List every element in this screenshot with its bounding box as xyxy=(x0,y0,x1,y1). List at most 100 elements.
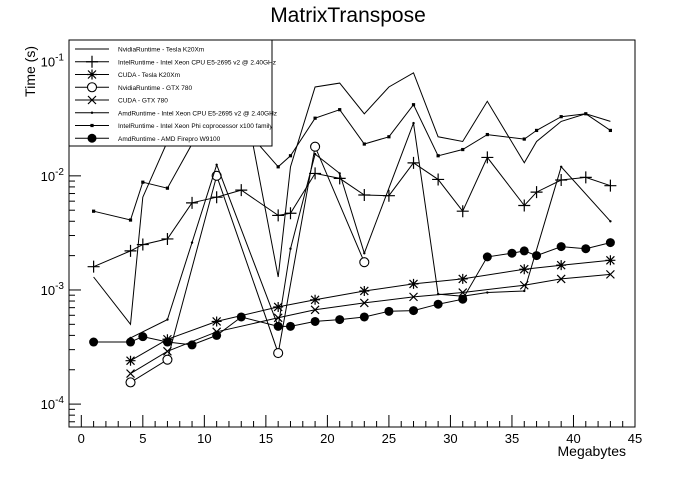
series-7-point-10 xyxy=(335,315,345,325)
series-line-6 xyxy=(93,103,611,221)
series-4-point-5 xyxy=(359,298,369,308)
legend-label-2: CUDA - Tesla K20Xm xyxy=(118,72,180,79)
chart-title: MatrixTranspose xyxy=(270,4,426,27)
series-3-point-1 xyxy=(162,354,173,365)
series-1-point-11 xyxy=(358,188,371,201)
series-5-point-12 xyxy=(486,291,489,294)
series-7-point-12 xyxy=(384,306,394,316)
series-7-point-4 xyxy=(187,340,197,350)
series-7-point-1 xyxy=(126,337,136,347)
series-4-point-0 xyxy=(126,369,135,379)
series-1-point-16 xyxy=(481,151,494,164)
series-6-point-7 xyxy=(276,165,280,169)
series-6-point-11 xyxy=(362,142,366,146)
series-5 xyxy=(129,121,612,340)
series-6-point-10 xyxy=(338,108,342,112)
series-1-point-0 xyxy=(87,260,100,273)
series-7-point-20 xyxy=(556,242,566,252)
series-6-point-17 xyxy=(522,137,526,141)
series-7-point-7 xyxy=(273,321,283,331)
x-tick-label: 0 xyxy=(78,431,85,446)
series-2-point-4 xyxy=(310,294,321,305)
series-7-point-0 xyxy=(89,337,99,347)
series-1 xyxy=(87,151,617,273)
series-4-point-1 xyxy=(163,346,172,356)
x-tick-label: 10 xyxy=(197,431,211,446)
legend-box xyxy=(68,39,273,147)
series-2 xyxy=(125,255,616,366)
legend-marker-2 xyxy=(87,69,97,80)
legend-marker-4 xyxy=(87,95,97,105)
series-7-point-9 xyxy=(310,316,320,326)
series-6-point-14 xyxy=(436,154,440,158)
series-1-point-12 xyxy=(382,189,395,202)
series-5-point-1 xyxy=(166,318,169,321)
x-tick-label: 15 xyxy=(259,431,273,446)
legend: NvidiaRuntime - Tesla K20Xm IntelRuntime … xyxy=(68,39,277,147)
series-7-point-5 xyxy=(212,330,222,340)
series-1-point-21 xyxy=(604,179,617,192)
series-6-point-21 xyxy=(608,128,612,133)
series-2-point-0 xyxy=(125,355,136,366)
legend-marker-3 xyxy=(86,82,98,93)
series-5-point-13 xyxy=(523,289,526,293)
series-1-point-14 xyxy=(432,173,445,186)
series-5-point-7 xyxy=(338,172,341,175)
series-7-point-18 xyxy=(519,246,529,256)
series-6-point-13 xyxy=(411,103,416,107)
series-6-point-19 xyxy=(559,115,563,119)
series-5-point-10 xyxy=(436,292,440,296)
x-tick-label: 25 xyxy=(382,431,396,446)
series-2-point-3 xyxy=(273,301,284,312)
series-5-point-5 xyxy=(289,247,292,250)
series-7-point-16 xyxy=(482,252,492,262)
series-7-point-11 xyxy=(359,312,369,322)
x-tick-label: 30 xyxy=(443,431,457,446)
series-6-point-15 xyxy=(461,147,465,152)
series-6-point-12 xyxy=(387,135,391,139)
series-7-point-2 xyxy=(138,332,148,342)
series-line-1 xyxy=(93,156,611,268)
series-1-point-6 xyxy=(235,184,248,197)
series-1-point-18 xyxy=(530,186,543,199)
series-7-point-6 xyxy=(236,312,246,322)
series-4-point-4 xyxy=(310,305,320,315)
series-6-point-2 xyxy=(141,180,145,184)
series-7-point-17 xyxy=(507,248,517,258)
series-7-point-19 xyxy=(532,251,542,261)
series-7-point-13 xyxy=(409,306,419,316)
series-3-point-3 xyxy=(273,348,284,359)
series-6-point-0 xyxy=(92,209,96,213)
series-6-point-20 xyxy=(584,112,588,116)
series-1-point-17 xyxy=(518,199,531,212)
legend-marker-7 xyxy=(87,133,97,143)
legend-label-4: CUDA - GTX 780 xyxy=(118,98,168,105)
series-7-point-3 xyxy=(162,337,172,347)
series-line-3 xyxy=(130,144,365,383)
series-2-point-9 xyxy=(556,260,567,271)
series-7-point-15 xyxy=(458,294,468,304)
y-tick-label: 10-3 xyxy=(41,281,65,298)
legend-label-5: AmdRuntime - Intel Xeon CPU E5-2695 v2 @… xyxy=(118,110,277,117)
x-tick-label: 20 xyxy=(320,431,334,446)
series-1-point-8 xyxy=(284,207,297,220)
series-2-point-2 xyxy=(211,316,222,327)
y-tick-label: 10-1 xyxy=(41,53,65,70)
x-axis-label: Megabytes xyxy=(558,443,626,459)
legend-marker-5 xyxy=(90,111,94,114)
series-1-point-13 xyxy=(407,156,420,169)
series-2-point-6 xyxy=(408,278,419,289)
y-tick-label: 10-2 xyxy=(41,167,65,184)
y-axis-label: Time (s) xyxy=(22,46,38,97)
series-3-point-4 xyxy=(310,141,321,152)
series-1-point-20 xyxy=(579,171,592,184)
series-5-point-8 xyxy=(363,252,366,255)
series-1-point-7 xyxy=(272,209,285,222)
series-1-point-4 xyxy=(186,196,199,209)
legend-label-7: AmdRuntime - AMD Firepro W9100 xyxy=(118,136,221,143)
series-3-point-0 xyxy=(125,377,136,388)
series-1-point-15 xyxy=(456,205,469,218)
series-1-point-2 xyxy=(136,238,149,251)
series-2-point-7 xyxy=(457,273,468,284)
